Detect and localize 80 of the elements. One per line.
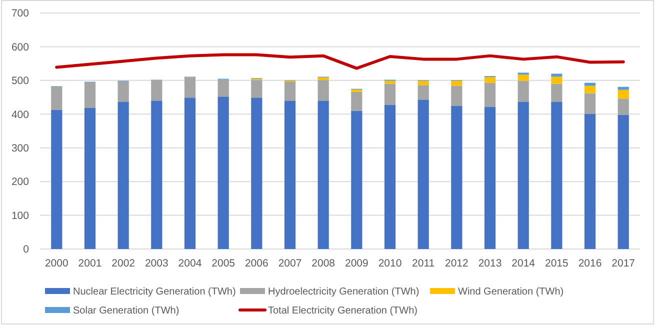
bar	[518, 80, 529, 102]
x-tick-label: 2012	[444, 258, 469, 270]
y-tick-label: 0	[23, 244, 30, 256]
x-tick-label: 2011	[412, 258, 435, 270]
bar	[184, 77, 196, 98]
bar	[51, 86, 62, 110]
bar	[551, 76, 562, 84]
bar	[584, 93, 596, 114]
x-tick-label: 2004	[178, 258, 202, 270]
y-tick-label: 700	[11, 8, 30, 20]
bar	[318, 80, 329, 101]
x-tick-label: 2007	[278, 258, 302, 270]
bar	[251, 98, 262, 249]
bar	[451, 106, 462, 249]
bar	[318, 100, 329, 249]
bar	[284, 81, 296, 101]
x-tick-label: 2008	[312, 258, 336, 270]
bar	[584, 86, 596, 94]
y-tick-label: 400	[11, 108, 30, 121]
bar	[84, 108, 96, 249]
bar	[484, 82, 496, 107]
x-tick-label: 2001	[78, 258, 102, 270]
bar	[518, 102, 529, 249]
x-tick-label: 2014	[512, 258, 536, 270]
bar	[151, 100, 162, 249]
bar	[384, 104, 396, 249]
legend-label: Hydroelectricity Generation (TWh)	[268, 286, 420, 298]
x-tick-label: 2000	[44, 258, 68, 270]
bar	[451, 80, 462, 86]
bar	[418, 80, 429, 86]
bar	[584, 82, 596, 86]
bar	[618, 86, 629, 90]
bar	[384, 84, 396, 105]
bar	[618, 90, 629, 99]
bar	[484, 106, 496, 249]
y-tick-label: 500	[11, 75, 30, 88]
x-tick-label: 2013	[478, 258, 502, 270]
legend-label: Total Electricity Generation (TWh)	[268, 306, 418, 316]
y-tick-label: 200	[11, 176, 30, 188]
bar	[184, 98, 196, 249]
bar	[118, 102, 129, 249]
y-tick-label: 600	[11, 41, 30, 54]
x-tick-label: 2016	[578, 258, 602, 270]
bar	[551, 74, 562, 77]
bar	[518, 74, 529, 81]
legend-label: Nuclear Electricity Generation (TWh)	[73, 286, 236, 298]
bar	[84, 82, 96, 108]
bar	[118, 81, 129, 102]
bar	[551, 84, 562, 102]
bar	[384, 80, 396, 84]
bar	[451, 86, 462, 106]
x-tick-label: 2002	[112, 258, 136, 270]
bar	[284, 100, 296, 249]
bar	[351, 110, 362, 249]
bar	[418, 85, 429, 100]
bar	[618, 114, 629, 249]
bar	[418, 100, 429, 249]
bar	[584, 114, 596, 249]
x-tick-label: 2017	[612, 258, 636, 270]
line-series	[55, 53, 625, 70]
bar	[351, 92, 362, 111]
x-tick-label: 2006	[244, 258, 268, 270]
bar	[51, 110, 62, 249]
bar	[551, 102, 562, 249]
x-tick-label: 2010	[378, 258, 402, 270]
x-tick-label: 2005	[212, 258, 236, 270]
x-tick-label: 2009	[344, 258, 369, 270]
legend-label: Solar Generation (TWh)	[73, 306, 180, 316]
bar	[484, 77, 496, 83]
x-tick-label: 2015	[545, 258, 569, 270]
y-tick-label: 100	[11, 210, 30, 222]
bar	[218, 79, 229, 97]
bar	[151, 80, 162, 101]
y-tick-label: 300	[11, 142, 30, 155]
bar	[618, 98, 629, 115]
bar	[318, 77, 329, 80]
x-tick-label: 2003	[144, 258, 168, 270]
bar	[251, 80, 262, 98]
legend-label: Wind Generation (TWh)	[458, 286, 564, 298]
bar	[218, 96, 229, 249]
